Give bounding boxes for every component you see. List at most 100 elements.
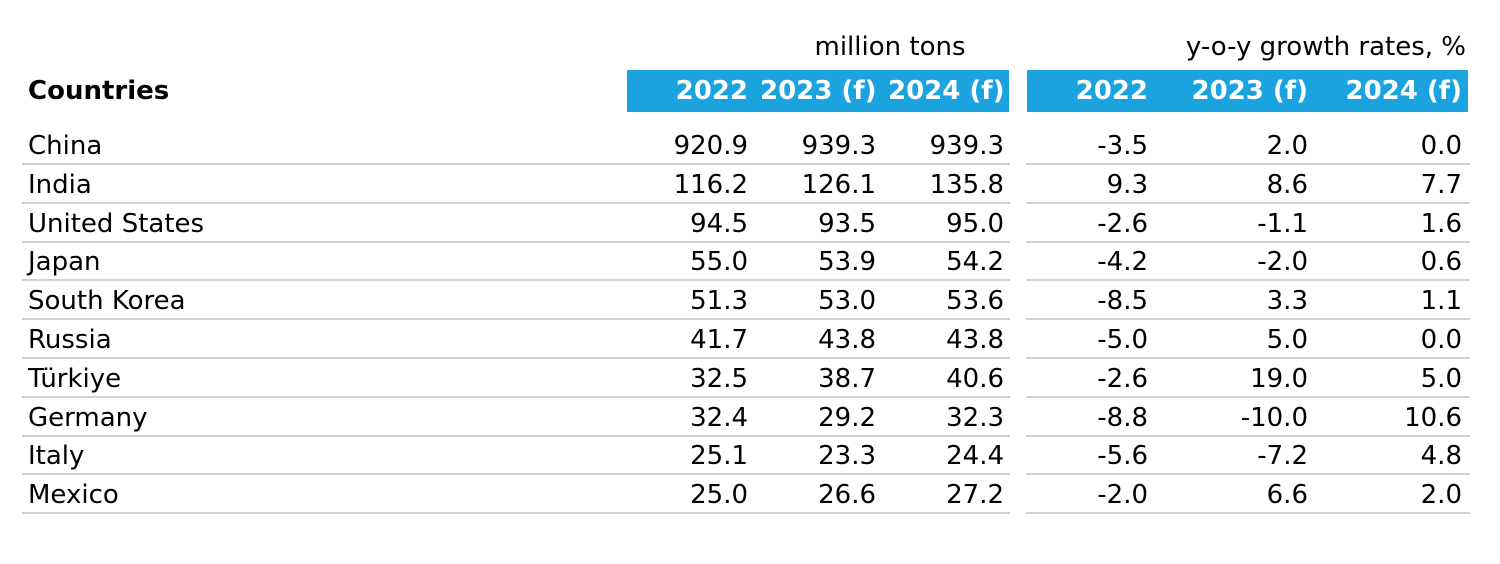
row-divider — [1026, 163, 1470, 165]
group-label-million-tons: million tons — [814, 32, 966, 62]
row-divider — [22, 240, 1010, 243]
row-divider — [22, 512, 1010, 515]
value-cell: 41.7 — [690, 325, 748, 355]
value-cell: 939.3 — [801, 131, 876, 161]
value-cell: 135.8 — [929, 169, 1004, 200]
value-cell: 939.3 — [929, 131, 1004, 161]
table-row: Japan 55.0 53.9 54.2 -4.2 -2.0 0.6 — [0, 242, 1500, 282]
country-name: United States — [28, 208, 205, 239]
value-cell: 95.0 — [946, 208, 1004, 239]
value-cell: -1.1 — [1257, 208, 1308, 239]
row-divider — [1026, 434, 1470, 437]
value-cell: -2.0 — [1097, 480, 1148, 511]
row-divider — [1026, 279, 1470, 282]
column-header: 2023 (f) — [760, 76, 877, 106]
value-cell: 38.7 — [818, 363, 876, 394]
value-cell: 2.0 — [1266, 131, 1308, 161]
value-cell: 43.8 — [946, 325, 1004, 355]
value-cell: 5.0 — [1420, 363, 1462, 394]
value-cell: 32.4 — [690, 402, 748, 433]
value-cell: 40.6 — [946, 363, 1004, 394]
value-cell: 9.3 — [1106, 169, 1148, 200]
column-header: 2023 (f) — [1191, 76, 1309, 106]
value-cell: -2.6 — [1097, 363, 1148, 394]
country-name: India — [28, 169, 92, 200]
value-cell: -3.5 — [1097, 131, 1148, 161]
value-cell: -4.2 — [1097, 247, 1148, 278]
country-name: Russia — [28, 325, 112, 355]
table-row: South Korea 51.3 53.0 53.6 -8.5 3.3 1.1 — [0, 281, 1500, 321]
row-divider — [22, 434, 1010, 437]
table-row: Mexico 25.0 26.6 27.2 -2.0 6.6 2.0 — [0, 475, 1500, 515]
value-cell: 19.0 — [1250, 363, 1308, 394]
value-cell: -5.6 — [1097, 441, 1148, 472]
value-cell: 920.9 — [673, 131, 748, 161]
row-divider — [1026, 240, 1470, 243]
table-row: Germany 32.4 29.2 32.3 -8.8 -10.0 10.6 — [0, 398, 1500, 437]
value-cell: 27.2 — [946, 480, 1004, 511]
row-divider — [22, 357, 1010, 359]
value-cell: 25.0 — [690, 480, 748, 511]
table-row: India 116.2 126.1 135.8 9.3 8.6 7.7 — [0, 165, 1500, 204]
value-cell: 26.6 — [818, 480, 876, 511]
value-cell: 25.1 — [690, 441, 748, 472]
value-cell: 8.6 — [1266, 169, 1308, 200]
column-header: 2022 — [1075, 76, 1148, 106]
value-cell: 1.1 — [1420, 286, 1462, 317]
value-cell: 0.6 — [1420, 247, 1462, 278]
table-row: United States 94.5 93.5 95.0 -2.6 -1.1 1.6 — [0, 204, 1500, 243]
value-cell: 43.8 — [818, 325, 876, 355]
table-row: Russia 41.7 43.8 43.8 -5.0 5.0 0.0 — [0, 320, 1500, 359]
value-cell: 6.6 — [1266, 480, 1308, 511]
value-cell: -10.0 — [1240, 402, 1308, 433]
column-header: 2022 — [675, 76, 748, 106]
value-cell: 116.2 — [673, 169, 748, 200]
value-cell: 32.5 — [690, 363, 748, 394]
value-cell: 94.5 — [690, 208, 748, 239]
row-divider — [1026, 201, 1470, 204]
row-divider — [1026, 512, 1470, 515]
value-cell: 0.0 — [1420, 131, 1462, 161]
value-cell: 55.0 — [690, 247, 748, 278]
value-cell: 53.0 — [818, 286, 876, 317]
row-divider — [1026, 395, 1470, 398]
row-divider — [22, 201, 1010, 204]
value-cell: 29.2 — [818, 402, 876, 433]
value-cell: 126.1 — [801, 169, 876, 200]
value-cell: 24.4 — [946, 441, 1004, 472]
value-cell: 0.0 — [1420, 325, 1462, 355]
value-cell: 5.0 — [1266, 325, 1308, 355]
country-name: South Korea — [28, 286, 186, 317]
value-cell: 10.6 — [1404, 402, 1462, 433]
row-divider — [22, 473, 1010, 476]
row-divider — [1026, 357, 1470, 359]
value-cell: 93.5 — [818, 208, 876, 239]
value-cell: -2.0 — [1257, 247, 1308, 278]
value-cell: -7.2 — [1257, 441, 1308, 472]
value-cell: -5.0 — [1097, 325, 1148, 355]
value-cell: 4.8 — [1420, 441, 1462, 472]
row-divider — [1026, 473, 1470, 476]
country-name: Mexico — [28, 480, 119, 511]
countries-header: Countries — [28, 76, 170, 106]
row-divider — [22, 279, 1010, 282]
table-row: Türkiye 32.5 38.7 40.6 -2.6 19.0 5.0 — [0, 359, 1500, 398]
row-divider — [1026, 318, 1470, 321]
value-cell: 2.0 — [1420, 480, 1462, 511]
group-label-growth-rates: y-o-y growth rates, % — [1185, 32, 1466, 62]
row-divider — [22, 163, 1010, 165]
column-header: 2024 (f) — [1345, 76, 1463, 106]
value-cell: 53.6 — [946, 286, 1004, 317]
country-name: Italy — [28, 441, 85, 472]
value-cell: 51.3 — [690, 286, 748, 317]
table-row: China 920.9 939.3 939.3 -3.5 2.0 0.0 — [0, 126, 1500, 165]
value-cell: 3.3 — [1266, 286, 1308, 317]
column-header: 2024 (f) — [888, 76, 1005, 106]
value-cell: 23.3 — [818, 441, 876, 472]
value-cell: 53.9 — [818, 247, 876, 278]
table-row: Italy 25.1 23.3 24.4 -5.6 -7.2 4.8 — [0, 436, 1500, 476]
value-cell: -2.6 — [1097, 208, 1148, 239]
row-divider — [22, 318, 1010, 321]
value-cell: -8.8 — [1097, 402, 1148, 433]
